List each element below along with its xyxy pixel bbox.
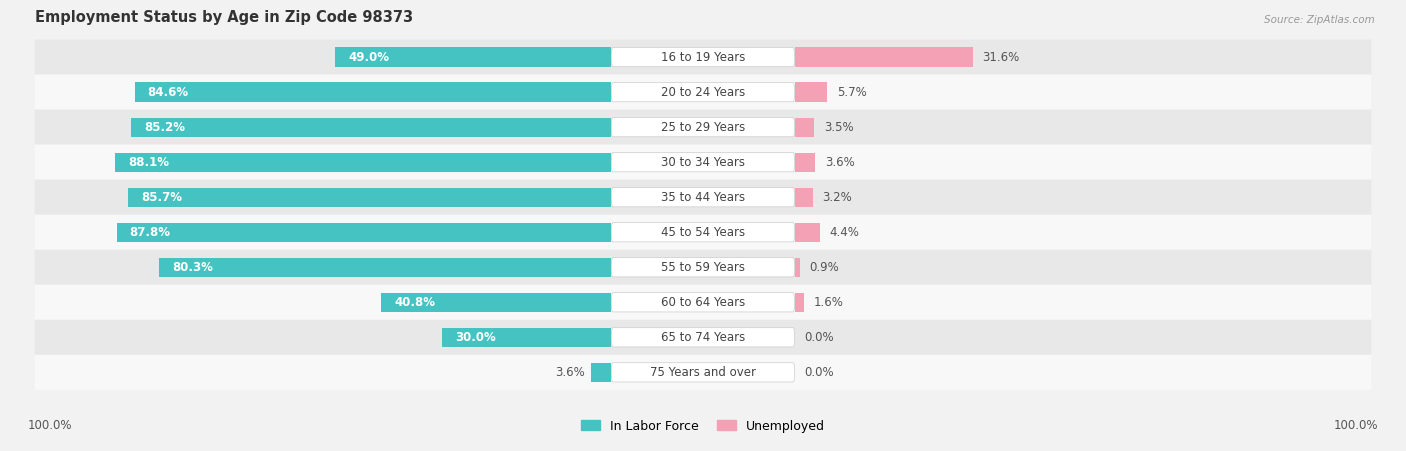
Text: 49.0%: 49.0% xyxy=(349,51,389,64)
Bar xyxy=(135,83,612,102)
Text: 100.0%: 100.0% xyxy=(1333,419,1378,432)
Text: Employment Status by Age in Zip Code 98373: Employment Status by Age in Zip Code 983… xyxy=(35,10,413,25)
Text: 30.0%: 30.0% xyxy=(456,331,496,344)
FancyBboxPatch shape xyxy=(35,285,1371,320)
FancyBboxPatch shape xyxy=(35,74,1371,110)
Bar xyxy=(794,258,800,277)
Bar xyxy=(117,223,612,242)
FancyBboxPatch shape xyxy=(612,47,794,67)
Text: 80.3%: 80.3% xyxy=(172,261,212,274)
FancyBboxPatch shape xyxy=(612,293,794,312)
Bar xyxy=(131,118,612,137)
Text: 65 to 74 Years: 65 to 74 Years xyxy=(661,331,745,344)
Text: 3.5%: 3.5% xyxy=(824,121,853,133)
Text: 85.7%: 85.7% xyxy=(142,191,183,204)
Text: 100.0%: 100.0% xyxy=(28,419,73,432)
Text: 88.1%: 88.1% xyxy=(128,156,169,169)
FancyBboxPatch shape xyxy=(35,145,1371,179)
Text: 3.6%: 3.6% xyxy=(555,366,585,379)
Text: 0.9%: 0.9% xyxy=(810,261,839,274)
FancyBboxPatch shape xyxy=(612,223,794,242)
Bar xyxy=(794,83,827,102)
Bar xyxy=(443,328,612,347)
FancyBboxPatch shape xyxy=(35,215,1371,250)
Text: 1.6%: 1.6% xyxy=(814,296,844,309)
Text: 4.4%: 4.4% xyxy=(830,226,859,239)
Text: 25 to 29 Years: 25 to 29 Years xyxy=(661,121,745,133)
Text: 40.8%: 40.8% xyxy=(395,296,436,309)
Bar xyxy=(794,47,973,67)
Text: 35 to 44 Years: 35 to 44 Years xyxy=(661,191,745,204)
Text: 20 to 24 Years: 20 to 24 Years xyxy=(661,86,745,99)
Text: 55 to 59 Years: 55 to 59 Years xyxy=(661,261,745,274)
FancyBboxPatch shape xyxy=(612,188,794,207)
Text: 3.2%: 3.2% xyxy=(823,191,852,204)
Text: 60 to 64 Years: 60 to 64 Years xyxy=(661,296,745,309)
FancyBboxPatch shape xyxy=(35,40,1371,74)
Text: 0.0%: 0.0% xyxy=(804,366,834,379)
Text: 45 to 54 Years: 45 to 54 Years xyxy=(661,226,745,239)
FancyBboxPatch shape xyxy=(35,250,1371,285)
Bar xyxy=(794,223,820,242)
Bar xyxy=(794,152,815,172)
FancyBboxPatch shape xyxy=(35,179,1371,215)
Bar xyxy=(591,363,612,382)
Text: 87.8%: 87.8% xyxy=(129,226,170,239)
Bar xyxy=(794,118,814,137)
FancyBboxPatch shape xyxy=(612,258,794,277)
FancyBboxPatch shape xyxy=(35,320,1371,355)
FancyBboxPatch shape xyxy=(35,110,1371,145)
FancyBboxPatch shape xyxy=(35,355,1371,390)
Text: 84.6%: 84.6% xyxy=(148,86,188,99)
Bar xyxy=(335,47,612,67)
FancyBboxPatch shape xyxy=(612,83,794,102)
Text: Source: ZipAtlas.com: Source: ZipAtlas.com xyxy=(1264,15,1375,25)
Text: 75 Years and over: 75 Years and over xyxy=(650,366,756,379)
Bar xyxy=(159,258,612,277)
Bar xyxy=(128,188,612,207)
Text: 3.6%: 3.6% xyxy=(825,156,855,169)
Legend: In Labor Force, Unemployed: In Labor Force, Unemployed xyxy=(576,414,830,437)
Bar xyxy=(381,293,612,312)
FancyBboxPatch shape xyxy=(612,118,794,137)
Text: 85.2%: 85.2% xyxy=(145,121,186,133)
FancyBboxPatch shape xyxy=(612,328,794,347)
Text: 0.0%: 0.0% xyxy=(804,331,834,344)
Bar xyxy=(794,293,804,312)
Text: 5.7%: 5.7% xyxy=(837,86,866,99)
FancyBboxPatch shape xyxy=(612,363,794,382)
Text: 30 to 34 Years: 30 to 34 Years xyxy=(661,156,745,169)
Bar xyxy=(794,188,813,207)
Text: 31.6%: 31.6% xyxy=(983,51,1019,64)
Text: 16 to 19 Years: 16 to 19 Years xyxy=(661,51,745,64)
FancyBboxPatch shape xyxy=(612,152,794,172)
Bar xyxy=(115,152,612,172)
